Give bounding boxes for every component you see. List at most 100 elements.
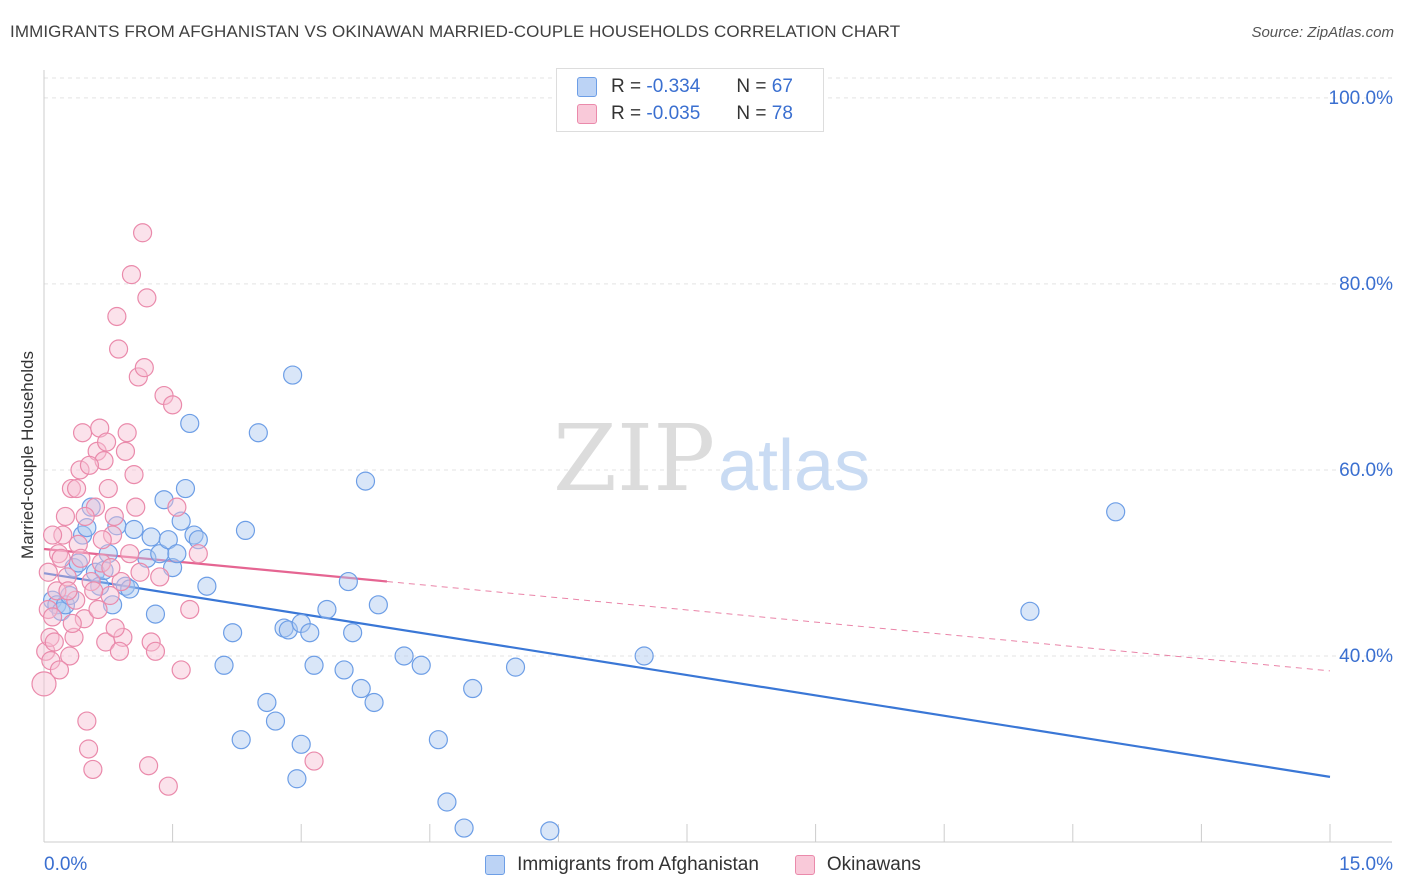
pink-data-point xyxy=(104,506,124,527)
pink-data-point xyxy=(167,497,187,517)
blue-data-point xyxy=(291,734,311,754)
legend-item-afghanistan[interactable]: Immigrants from Afghanistan xyxy=(485,854,759,876)
blue-data-point xyxy=(334,660,354,680)
pink-data-point xyxy=(124,465,144,485)
pink-data-point xyxy=(117,423,137,443)
blue-data-point xyxy=(175,478,196,499)
blue-data-point xyxy=(81,497,101,517)
pink-data-point xyxy=(83,759,103,780)
pink-data-point xyxy=(79,455,100,475)
pink-data-point xyxy=(51,548,71,568)
pink-data-point xyxy=(61,478,82,499)
pink-data-point xyxy=(49,660,70,680)
y-tick-label: 100.0% xyxy=(1329,88,1394,109)
pink-data-point xyxy=(120,544,140,564)
data-points xyxy=(31,223,1126,841)
blue-trend-line xyxy=(43,572,1331,778)
pink-data-point xyxy=(84,581,104,601)
blue-n-value: 67 xyxy=(771,76,793,97)
blue-data-point xyxy=(634,646,654,666)
pink-data-point xyxy=(74,609,94,629)
pink-data-point xyxy=(98,478,118,499)
pink-trend-line-extension xyxy=(386,581,1331,672)
pink-data-point xyxy=(111,571,131,592)
pink-swatch-icon xyxy=(794,855,815,875)
stats-box: R = -0.334 N = 67 R = -0.035 N = 78 xyxy=(556,68,824,132)
blue-data-point xyxy=(1106,502,1126,522)
pink-data-point xyxy=(188,544,208,564)
pink-data-point xyxy=(102,525,123,545)
pink-data-point xyxy=(42,607,63,627)
blue-data-point xyxy=(1020,601,1040,621)
blue-data-point xyxy=(283,365,303,385)
pink-data-point xyxy=(72,423,93,443)
pink-data-point xyxy=(132,223,153,243)
blue-data-point xyxy=(351,678,371,699)
pink-data-point xyxy=(38,562,58,582)
blue-data-point xyxy=(257,692,277,713)
blue-r-value: -0.334 xyxy=(646,76,701,97)
y-tick-label: 80.0% xyxy=(1339,274,1393,295)
blue-data-point xyxy=(394,646,414,666)
chart-title: IMMIGRANTS FROM AFGHANISTAN VS OKINAWAN … xyxy=(10,22,901,41)
n-label: N = xyxy=(736,76,767,97)
pink-data-point xyxy=(134,358,154,378)
pink-data-point xyxy=(163,395,183,415)
pink-data-point xyxy=(137,288,157,308)
y-tick-label: 40.0% xyxy=(1339,646,1393,667)
pink-data-point xyxy=(88,599,108,620)
pink-data-point xyxy=(75,506,95,527)
pink-data-point xyxy=(150,567,170,587)
x-tick-label-max: 15.0% xyxy=(1339,854,1393,875)
pink-data-point xyxy=(44,632,64,652)
blue-data-point xyxy=(317,599,337,620)
pink-data-point xyxy=(105,618,125,638)
legend: Immigrants from Afghanistan Okinawans xyxy=(0,852,1406,878)
pink-data-point xyxy=(92,530,112,550)
blue-data-point xyxy=(505,657,526,677)
blue-data-point xyxy=(428,730,448,750)
pink-data-point xyxy=(158,776,178,796)
pink-data-point xyxy=(91,553,112,573)
x-tick-label-min: 0.0% xyxy=(44,854,87,875)
legend-item-okinawans[interactable]: Okinawans xyxy=(794,854,921,876)
blue-data-point xyxy=(223,623,243,643)
blue-data-point xyxy=(540,821,560,841)
y-tick-label: 60.0% xyxy=(1339,460,1393,481)
blue-data-point xyxy=(368,595,388,615)
blue-data-point xyxy=(235,520,256,541)
pink-data-point xyxy=(141,632,161,652)
pink-data-point xyxy=(121,265,142,285)
pink-data-point xyxy=(66,478,87,499)
blue-data-point xyxy=(248,423,268,443)
blue-data-point xyxy=(338,571,358,592)
pink-data-point xyxy=(138,756,159,776)
pink-data-point xyxy=(130,562,150,582)
watermark-zip: ZIP xyxy=(553,405,715,512)
pink-data-point xyxy=(62,613,82,634)
blue-data-point xyxy=(437,792,457,812)
pink-data-point xyxy=(101,558,121,578)
blue-data-point xyxy=(463,678,483,699)
blue-data-point xyxy=(197,576,217,596)
pink-data-point xyxy=(42,525,63,545)
r-label: R = xyxy=(611,76,642,97)
pink-data-point xyxy=(171,660,191,680)
pink-data-point xyxy=(115,441,136,461)
blue-data-point xyxy=(188,530,208,550)
pink-data-point xyxy=(47,581,67,601)
axes xyxy=(43,70,1392,843)
blue-data-point xyxy=(180,413,200,434)
watermark-atlas: atlas xyxy=(718,426,870,506)
pink-data-point xyxy=(31,671,57,697)
n-label: N = xyxy=(736,103,767,124)
blue-data-point xyxy=(124,519,144,540)
pink-data-point xyxy=(180,599,200,620)
pink-swatch-icon xyxy=(577,104,597,124)
pink-data-point xyxy=(128,367,148,387)
blue-data-point xyxy=(150,544,170,564)
pink-data-point xyxy=(58,581,78,601)
legend-label-okinawans: Okinawans xyxy=(826,854,921,875)
pink-data-point xyxy=(68,534,88,554)
